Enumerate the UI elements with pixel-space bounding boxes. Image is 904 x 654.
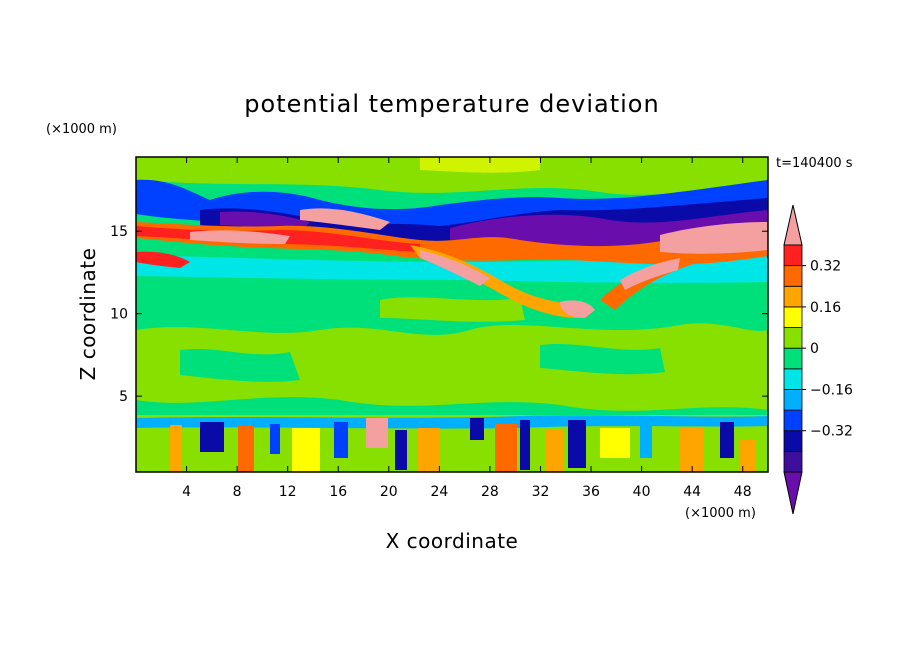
colorbar-swatch bbox=[783, 306, 803, 328]
x-tick-label: 28 bbox=[481, 484, 499, 500]
colorbar-swatch bbox=[783, 244, 803, 267]
x-tick-label: 36 bbox=[582, 484, 600, 500]
colorbar-tick-label: 0.32 bbox=[810, 259, 841, 275]
x-axis-title: X coordinate bbox=[386, 529, 519, 553]
colorbar-bottom-triangle bbox=[783, 471, 803, 515]
x-tick-label: 4 bbox=[182, 484, 191, 500]
time-label: t=140400 s bbox=[776, 156, 853, 171]
y-tick-label: 10 bbox=[110, 307, 128, 323]
colorbar-swatch bbox=[783, 327, 803, 349]
heatmap-field bbox=[136, 157, 768, 472]
x-tick-label: 16 bbox=[329, 484, 347, 500]
colorbar-tick-label: 0 bbox=[810, 341, 819, 357]
colorbar-tick-label: −0.16 bbox=[810, 382, 853, 398]
colorbar-swatch bbox=[783, 389, 803, 411]
colorbar-tick-label: 0.16 bbox=[810, 300, 841, 316]
colorbar-swatch bbox=[783, 347, 803, 370]
y-tick-label: 15 bbox=[110, 224, 128, 240]
x-tick-label: 48 bbox=[734, 484, 752, 500]
x-tick-label: 32 bbox=[532, 484, 550, 500]
colorbar-tick-label: −0.32 bbox=[810, 424, 853, 440]
y-axis-title: Z coordinate bbox=[76, 248, 100, 381]
y-tick-label: 5 bbox=[119, 389, 128, 405]
x-tick-label: 12 bbox=[279, 484, 297, 500]
colorbar-swatch bbox=[783, 285, 803, 308]
colorbar-swatch bbox=[783, 450, 803, 473]
x-unit-label: (×1000 m) bbox=[685, 506, 756, 521]
y-unit-label: (×1000 m) bbox=[46, 122, 117, 137]
y-axis-ticks: 5 10 15 bbox=[110, 224, 768, 405]
colorbar-swatch bbox=[783, 430, 803, 452]
chart-title: potential temperature deviation bbox=[244, 90, 659, 118]
colorbar-top-triangle bbox=[783, 204, 803, 246]
x-tick-label: 24 bbox=[430, 484, 448, 500]
x-tick-label: 8 bbox=[233, 484, 242, 500]
x-axis-ticks: 4 8 12 16 20 24 28 32 36 40 44 48 bbox=[182, 157, 752, 500]
colorbar: 0.32 0.16 0 −0.16 −0.32 bbox=[783, 204, 853, 515]
plot-frame bbox=[135, 156, 769, 473]
colorbar-swatch bbox=[783, 368, 803, 390]
x-tick-label: 44 bbox=[683, 484, 701, 500]
colorbar-swatch bbox=[783, 265, 803, 287]
x-tick-label: 20 bbox=[380, 484, 398, 500]
x-tick-label: 40 bbox=[633, 484, 651, 500]
colorbar-swatch bbox=[783, 409, 803, 432]
